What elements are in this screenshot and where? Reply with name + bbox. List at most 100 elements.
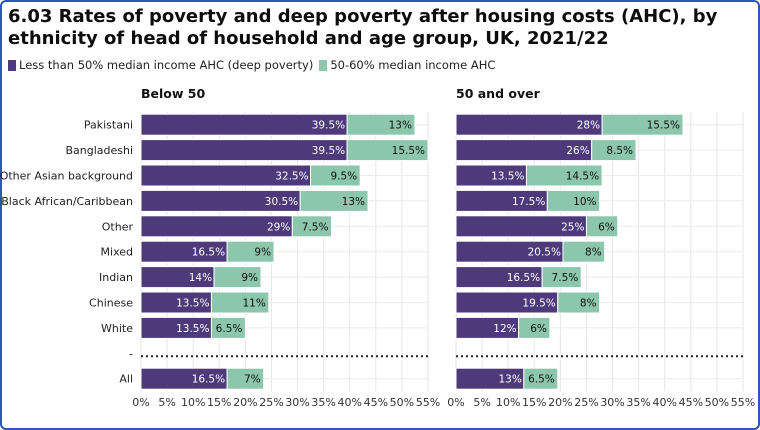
data-label-moderate-poverty: 9%: [241, 272, 258, 284]
x-tick-label: 35%: [311, 396, 335, 409]
bar-moderate-poverty: [518, 316, 551, 339]
category-label: Indian: [99, 271, 133, 284]
data-label-moderate-poverty: 15.5%: [392, 145, 425, 157]
bar-moderate-poverty: [601, 113, 684, 136]
bar-moderate-poverty: [226, 240, 275, 263]
x-tick-label: 50%: [390, 396, 414, 409]
data-label-moderate-poverty: 6.5%: [528, 374, 555, 386]
x-tick-label: 45%: [364, 396, 388, 409]
chart-title: 6.03 Rates of poverty and deep poverty a…: [8, 6, 718, 49]
bar-moderate-poverty: [210, 316, 246, 339]
category-label: Pakistani: [84, 119, 133, 132]
bar-moderate-poverty: [585, 215, 619, 238]
data-label-moderate-poverty: 6%: [530, 323, 547, 335]
x-tick-label: 15%: [207, 396, 231, 409]
category-label: Other Asian background: [0, 170, 133, 183]
data-label-moderate-poverty: 8%: [585, 247, 602, 259]
x-tick-label: 40%: [338, 396, 362, 409]
data-label-moderate-poverty: 7.5%: [552, 272, 579, 284]
x-tick-label: 30%: [600, 396, 624, 409]
data-label-deep-poverty: 20.5%: [528, 247, 561, 259]
x-tick-label: 50%: [705, 396, 729, 409]
data-label-deep-poverty: 13.5%: [491, 171, 524, 183]
panel-title-50-and-over: 50 and over: [456, 86, 541, 101]
x-tick-label: 0%: [132, 396, 149, 409]
category-label: Bangladeshi: [65, 144, 133, 157]
data-label-deep-poverty: 16.5%: [507, 272, 540, 284]
data-label-deep-poverty: 39.5%: [312, 145, 345, 157]
data-label-moderate-poverty: 9%: [254, 247, 271, 259]
category-label: Mixed: [101, 246, 133, 259]
legend-label-moderate-poverty: 50-60% median income AHC: [330, 58, 496, 72]
x-tick-label: 45%: [679, 396, 703, 409]
data-label-deep-poverty: 14%: [189, 272, 212, 284]
data-label-moderate-poverty: 6%: [598, 221, 615, 233]
bar-moderate-poverty: [557, 291, 600, 314]
data-label-deep-poverty: 28%: [577, 120, 600, 132]
data-label-moderate-poverty: 13%: [389, 120, 412, 132]
data-label-deep-poverty: 39.5%: [312, 120, 345, 132]
x-tick-label: 15%: [522, 396, 546, 409]
legend-swatch-deep-poverty: [8, 59, 16, 71]
bar-moderate-poverty: [210, 291, 270, 314]
bar-moderate-poverty: [310, 164, 361, 187]
category-label: All: [119, 373, 133, 386]
data-label-deep-poverty: 16.5%: [192, 247, 225, 259]
legend-swatch-moderate-poverty: [319, 59, 328, 71]
bar-moderate-poverty: [523, 367, 559, 390]
legend: Less than 50% median income AHC (deep po…: [8, 58, 501, 72]
data-label-moderate-poverty: 9.5%: [330, 171, 357, 183]
x-tick-label: 55%: [416, 396, 440, 409]
data-label-deep-poverty: 13%: [498, 374, 521, 386]
data-label-deep-poverty: 30.5%: [265, 196, 298, 208]
data-label-moderate-poverty: 8%: [580, 298, 597, 310]
bar-moderate-poverty: [299, 189, 369, 212]
x-tick-label: 10%: [496, 396, 520, 409]
bar-moderate-poverty: [562, 240, 606, 263]
data-label-deep-poverty: 13.5%: [176, 298, 209, 310]
data-label-deep-poverty: 19.5%: [522, 298, 555, 310]
category-label: Black African/Caribbean: [1, 195, 133, 208]
x-tick-label: 5%: [473, 396, 490, 409]
data-label-deep-poverty: 16.5%: [192, 374, 225, 386]
bar-moderate-poverty: [546, 189, 600, 212]
data-label-moderate-poverty: 11%: [243, 298, 266, 310]
data-label-moderate-poverty: 7.5%: [302, 221, 329, 233]
x-tick-label: 35%: [626, 396, 650, 409]
x-tick-label: 25%: [574, 396, 598, 409]
panel-title-below-50: Below 50: [141, 86, 205, 101]
x-tick-label: 10%: [181, 396, 205, 409]
data-label-moderate-poverty: 13%: [342, 196, 365, 208]
data-label-moderate-poverty: 10%: [573, 196, 596, 208]
category-label: Other: [102, 220, 134, 233]
x-tick-label: 30%: [285, 396, 309, 409]
data-label-moderate-poverty: 15.5%: [647, 120, 680, 132]
bar-moderate-poverty: [541, 266, 582, 289]
data-label-deep-poverty: 32.5%: [275, 171, 308, 183]
data-label-deep-poverty: 12%: [493, 323, 516, 335]
x-tick-label: 40%: [653, 396, 677, 409]
bar-moderate-poverty: [213, 266, 262, 289]
bar-moderate-poverty: [525, 164, 603, 187]
bar-moderate-poverty: [591, 139, 637, 162]
data-label-moderate-poverty: 7%: [244, 374, 261, 386]
bar-moderate-poverty: [346, 113, 416, 136]
bar-moderate-poverty: [346, 139, 429, 162]
bar-moderate-poverty: [226, 367, 265, 390]
x-tick-label: 20%: [548, 396, 572, 409]
data-label-moderate-poverty: 8.5%: [606, 145, 633, 157]
x-tick-label: 20%: [233, 396, 257, 409]
data-label-deep-poverty: 13.5%: [176, 323, 209, 335]
data-label-moderate-poverty: 14.5%: [566, 171, 599, 183]
legend-item-moderate-poverty: 50-60% median income AHC: [319, 58, 495, 72]
data-label-deep-poverty: 29%: [267, 221, 290, 233]
data-label-moderate-poverty: 6.5%: [216, 323, 243, 335]
x-tick-label: 25%: [259, 396, 283, 409]
category-label: Chinese: [89, 297, 133, 310]
category-label: White: [101, 322, 133, 335]
x-tick-label: 55%: [731, 396, 755, 409]
legend-item-deep-poverty: Less than 50% median income AHC (deep po…: [8, 58, 313, 72]
x-tick-label: 5%: [158, 396, 175, 409]
